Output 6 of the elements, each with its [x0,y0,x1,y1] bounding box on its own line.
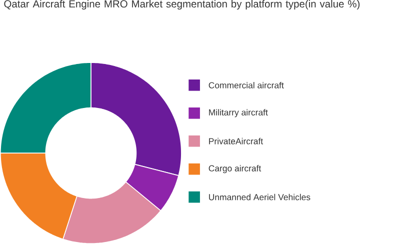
legend-label: Cargo aircraft [208,165,262,174]
legend-label: Commercial aircraft [208,82,284,88]
chart-title: Qatar Aircraft Engine MRO Market segmentation by platform type(in value %) [4,0,360,10]
legend-label: Militarry aircraft [209,109,268,118]
legend-label: Unmanned Aeriel Vehicles [209,194,310,200]
legend-label: PrivateAircraft [209,138,264,144]
